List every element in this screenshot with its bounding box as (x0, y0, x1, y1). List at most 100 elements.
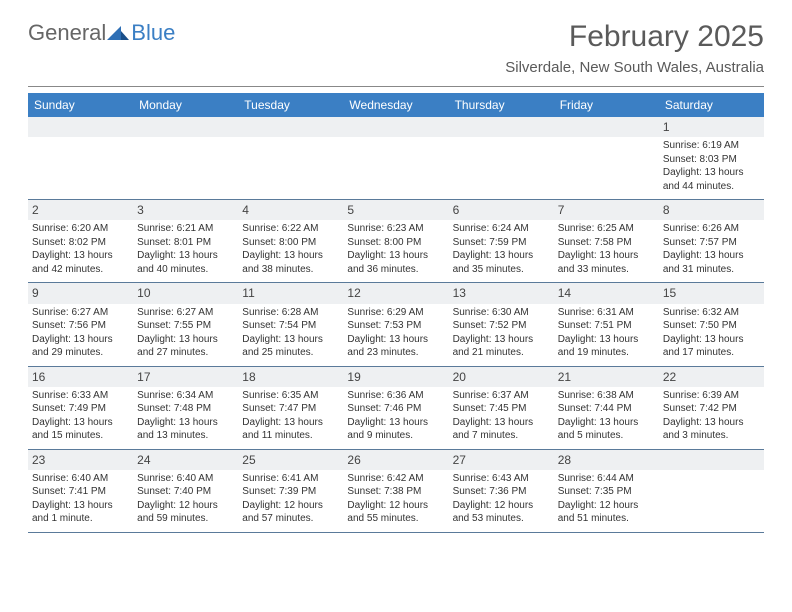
day-cell (133, 117, 238, 199)
day-cell: 7Sunrise: 6:25 AMSunset: 7:58 PMDaylight… (554, 200, 659, 282)
daylight-text: Daylight: 12 hours and 57 minutes. (242, 499, 339, 526)
day-header: Tuesday (238, 93, 343, 117)
day-number: 20 (449, 367, 554, 387)
sunrise-text: Sunrise: 6:26 AM (663, 222, 760, 236)
day-header: Saturday (659, 93, 764, 117)
sunrise-text: Sunrise: 6:19 AM (663, 139, 760, 153)
day-number: 21 (554, 367, 659, 387)
daylight-text: Daylight: 13 hours and 42 minutes. (32, 249, 129, 276)
sunset-text: Sunset: 7:48 PM (137, 402, 234, 416)
daylight-text: Daylight: 13 hours and 5 minutes. (558, 416, 655, 443)
day-cell: 26Sunrise: 6:42 AMSunset: 7:38 PMDayligh… (343, 450, 448, 532)
day-number: 14 (554, 283, 659, 303)
day-cell: 27Sunrise: 6:43 AMSunset: 7:36 PMDayligh… (449, 450, 554, 532)
sunrise-text: Sunrise: 6:21 AM (137, 222, 234, 236)
sunset-text: Sunset: 7:35 PM (558, 485, 655, 499)
sunrise-text: Sunrise: 6:31 AM (558, 306, 655, 320)
sunrise-text: Sunrise: 6:20 AM (32, 222, 129, 236)
day-cell: 6Sunrise: 6:24 AMSunset: 7:59 PMDaylight… (449, 200, 554, 282)
sunset-text: Sunset: 7:45 PM (453, 402, 550, 416)
sunrise-text: Sunrise: 6:30 AM (453, 306, 550, 320)
day-number: 3 (133, 200, 238, 220)
sunset-text: Sunset: 8:02 PM (32, 236, 129, 250)
day-cell: 11 Sunrise: 6:28 AMSunset: 7:54 PMDayligh… (238, 283, 343, 365)
logo-mark-icon (107, 20, 129, 46)
day-header: Monday (133, 93, 238, 117)
day-number: 16 (28, 367, 133, 387)
day-cell: 15Sunrise: 6:32 AMSunset: 7:50 PMDayligh… (659, 283, 764, 365)
sunset-text: Sunset: 7:40 PM (137, 485, 234, 499)
sunrise-text: Sunrise: 6:32 AM (663, 306, 760, 320)
day-number (133, 117, 238, 137)
day-number: 28 (554, 450, 659, 470)
sunset-text: Sunset: 7:54 PM (242, 319, 339, 333)
day-cell (28, 117, 133, 199)
day-number (659, 450, 764, 470)
day-number: 8 (659, 200, 764, 220)
daylight-text: Daylight: 13 hours and 11 minutes. (242, 416, 339, 443)
sunrise-text: Sunrise: 6:35 AM (242, 389, 339, 403)
day-cell (449, 117, 554, 199)
day-cell: 22Sunrise: 6:39 AMSunset: 7:42 PMDayligh… (659, 367, 764, 449)
sunset-text: Sunset: 7:46 PM (347, 402, 444, 416)
month-title: February 2025 (505, 20, 764, 54)
sunrise-text: Sunrise: 6:37 AM (453, 389, 550, 403)
sunset-text: Sunset: 7:55 PM (137, 319, 234, 333)
day-cell: 18Sunrise: 6:35 AMSunset: 7:47 PMDayligh… (238, 367, 343, 449)
day-cell: 1Sunrise: 6:19 AMSunset: 8:03 PMDaylight… (659, 117, 764, 199)
daylight-text: Daylight: 13 hours and 7 minutes. (453, 416, 550, 443)
day-cell: 23 Sunrise: 6:40 AMSunset: 7:41 PMDayligh… (28, 450, 133, 532)
daylight-text: Daylight: 13 hours and 9 minutes. (347, 416, 444, 443)
sunset-text: Sunset: 7:47 PM (242, 402, 339, 416)
day-header: Thursday (449, 93, 554, 117)
sunrise-text: Sunrise: 6:29 AM (347, 306, 444, 320)
sunset-text: Sunset: 7:56 PM (32, 319, 129, 333)
sunrise-text: Sunrise: 6:33 AM (32, 389, 129, 403)
sunrise-text: Sunrise: 6:23 AM (347, 222, 444, 236)
day-number: 2 (28, 200, 133, 220)
sunrise-text: Sunrise: 6:40 AM (32, 472, 129, 486)
sunrise-text: Sunrise: 6:24 AM (453, 222, 550, 236)
day-cell: 5Sunrise: 6:23 AMSunset: 8:00 PMDaylight… (343, 200, 448, 282)
day-number (554, 117, 659, 137)
day-number: 10 (133, 283, 238, 303)
sunset-text: Sunset: 7:36 PM (453, 485, 550, 499)
sunset-text: Sunset: 7:38 PM (347, 485, 444, 499)
daylight-text: Daylight: 13 hours and 29 minutes. (32, 333, 129, 360)
day-cell: 14Sunrise: 6:31 AMSunset: 7:51 PMDayligh… (554, 283, 659, 365)
day-number: 27 (449, 450, 554, 470)
day-header: Friday (554, 93, 659, 117)
daylight-text: Daylight: 13 hours and 35 minutes. (453, 249, 550, 276)
day-number: 7 (554, 200, 659, 220)
day-number: 9 (28, 283, 133, 303)
sunset-text: Sunset: 7:58 PM (558, 236, 655, 250)
day-header-row: Sunday Monday Tuesday Wednesday Thursday… (28, 93, 764, 117)
day-number: 22 (659, 367, 764, 387)
day-cell: 8Sunrise: 6:26 AMSunset: 7:57 PMDaylight… (659, 200, 764, 282)
sunrise-text: Sunrise: 6:22 AM (242, 222, 339, 236)
daylight-text: Daylight: 13 hours and 19 minutes. (558, 333, 655, 360)
week-row: 1Sunrise: 6:19 AMSunset: 8:03 PMDaylight… (28, 117, 764, 200)
sunrise-text: Sunrise: 6:39 AM (663, 389, 760, 403)
sunset-text: Sunset: 7:42 PM (663, 402, 760, 416)
day-number (28, 117, 133, 137)
day-number: 23 (28, 450, 133, 470)
daylight-text: Daylight: 13 hours and 38 minutes. (242, 249, 339, 276)
daylight-text: Daylight: 13 hours and 1 minute. (32, 499, 129, 526)
day-number: 1 (659, 117, 764, 137)
title-block: February 2025 Silverdale, New South Wale… (505, 20, 764, 76)
day-cell (343, 117, 448, 199)
calendar: Sunday Monday Tuesday Wednesday Thursday… (28, 93, 764, 533)
week-row: 9Sunrise: 6:27 AMSunset: 7:56 PMDaylight… (28, 283, 764, 366)
logo-text-blue: Blue (131, 20, 175, 46)
sunrise-text: Sunrise: 6:28 AM (242, 306, 339, 320)
day-cell: 28Sunrise: 6:44 AMSunset: 7:35 PMDayligh… (554, 450, 659, 532)
daylight-text: Daylight: 12 hours and 51 minutes. (558, 499, 655, 526)
sunrise-text: Sunrise: 6:40 AM (137, 472, 234, 486)
day-number: 15 (659, 283, 764, 303)
daylight-text: Daylight: 13 hours and 25 minutes. (242, 333, 339, 360)
logo-text-general: General (28, 20, 106, 46)
day-number: 19 (343, 367, 448, 387)
sunset-text: Sunset: 7:41 PM (32, 485, 129, 499)
day-number: 11 (238, 283, 343, 303)
